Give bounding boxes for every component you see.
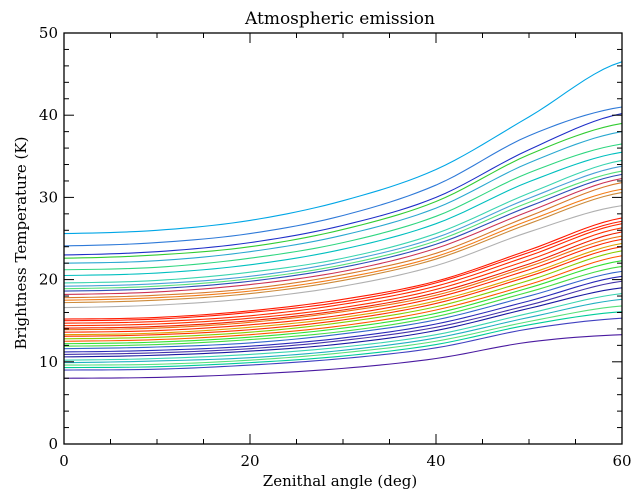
curve-31	[63, 275, 623, 353]
curve-34	[63, 293, 623, 361]
curve-2	[63, 106, 623, 247]
y-tick-label: 0	[48, 435, 58, 453]
plot-frame	[63, 32, 623, 445]
curve-12	[63, 177, 623, 295]
curve-32	[63, 280, 623, 355]
x-tick-label: 40	[426, 452, 445, 470]
y-tick-label: 10	[39, 353, 58, 371]
curve-5	[63, 131, 623, 264]
axes-group	[63, 32, 623, 445]
curve-35	[63, 298, 623, 364]
curve-4	[63, 122, 623, 259]
curve-1	[63, 61, 623, 235]
curve-28	[63, 260, 623, 345]
curve-30	[63, 270, 623, 350]
tick-label-group: 0 20 40 60 0 10 20 30 40 50	[39, 24, 632, 470]
x-tick-label: 0	[59, 452, 69, 470]
curve-13	[63, 182, 623, 299]
curve-24	[63, 242, 623, 336]
curve-17	[63, 217, 623, 320]
x-tick-label: 60	[612, 452, 631, 470]
curve-18	[63, 220, 623, 322]
curve-8	[63, 159, 623, 284]
curve-29	[63, 265, 623, 347]
curve-27	[63, 255, 623, 342]
curve-26	[63, 250, 623, 340]
y-tick-label: 30	[39, 188, 58, 206]
curve-19	[63, 223, 623, 324]
curve-38	[63, 317, 623, 371]
y-tick-label: 50	[39, 24, 58, 42]
y-axis-title: Brightness Temperature (K)	[12, 137, 30, 350]
curve-14	[63, 188, 623, 301]
curve-3	[63, 113, 623, 256]
y-tick-label: 40	[39, 106, 58, 124]
curve-15	[63, 191, 623, 304]
curve-group	[63, 61, 623, 379]
x-tick-label: 20	[240, 452, 259, 470]
x-axis-title: Zenithal angle (deg)	[263, 472, 417, 490]
curve-10	[63, 170, 623, 290]
curve-36	[63, 305, 623, 366]
curve-21	[63, 231, 623, 329]
curve-25	[63, 246, 623, 337]
curve-9	[63, 165, 623, 287]
curve-20	[63, 227, 623, 327]
curve-23	[63, 238, 623, 333]
curve-37	[63, 311, 623, 369]
curve-33	[63, 287, 623, 358]
curve-11	[63, 173, 623, 292]
y-tick-label: 20	[39, 271, 58, 289]
curve-22	[63, 235, 623, 331]
curve-7	[63, 151, 623, 277]
curve-16	[63, 205, 623, 309]
curve-39	[63, 334, 623, 379]
chart-title: Atmospheric emission	[244, 9, 435, 29]
curve-6	[63, 143, 623, 271]
